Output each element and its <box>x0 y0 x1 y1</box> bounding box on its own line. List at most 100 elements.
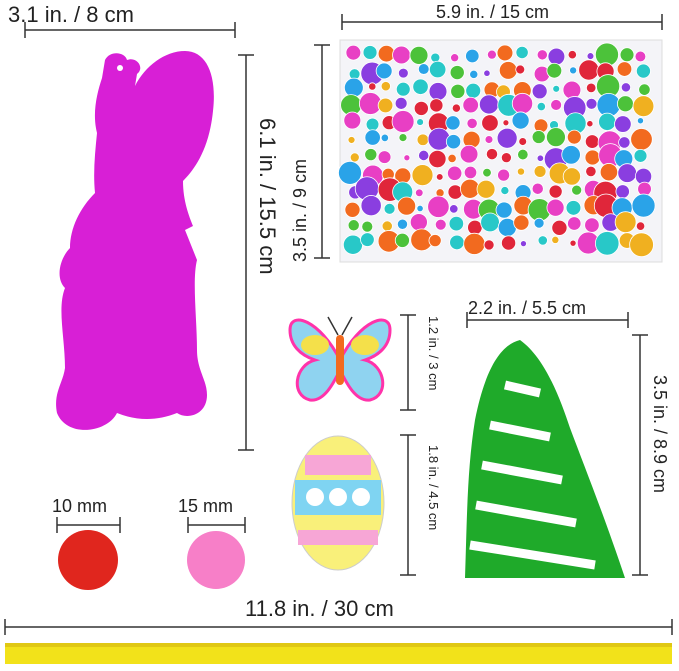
gem <box>451 103 461 113</box>
gem <box>496 44 514 62</box>
gem <box>381 220 393 232</box>
gem <box>584 149 601 166</box>
gem <box>398 133 408 143</box>
gem <box>462 96 479 114</box>
gem <box>467 219 483 236</box>
gem <box>449 234 465 251</box>
ribbon-length-label: 11.8 in. / 30 cm <box>245 596 394 621</box>
gem <box>445 134 462 150</box>
gem <box>585 165 597 178</box>
gem <box>501 235 517 251</box>
gem <box>469 69 479 79</box>
gem <box>631 193 656 218</box>
gem <box>349 152 360 163</box>
gem <box>620 82 632 93</box>
gem <box>375 62 393 80</box>
gem <box>638 83 651 96</box>
gem <box>531 182 544 195</box>
gem <box>416 204 424 213</box>
hat-width-label: 2.2 in. / 5.5 cm <box>468 298 587 318</box>
gem <box>394 96 408 110</box>
gem <box>546 198 565 217</box>
gem <box>428 60 447 79</box>
gem <box>486 49 497 60</box>
gem <box>343 77 364 98</box>
gem <box>594 231 620 256</box>
gem <box>578 59 600 81</box>
gem <box>391 110 415 133</box>
gem <box>380 81 391 92</box>
gem <box>537 235 548 246</box>
gem <box>415 188 424 198</box>
gem <box>518 137 528 146</box>
gem <box>476 179 496 199</box>
gem <box>364 148 378 162</box>
gem <box>360 232 375 247</box>
gem <box>483 239 495 251</box>
gem <box>551 235 560 244</box>
gem <box>430 52 441 63</box>
gem <box>345 44 362 61</box>
gem <box>634 50 647 63</box>
butterfly <box>288 316 392 402</box>
gem <box>635 63 651 79</box>
gem <box>598 112 617 131</box>
gem <box>548 184 563 199</box>
gem <box>429 98 444 113</box>
gem <box>536 49 548 61</box>
gem <box>484 135 494 144</box>
gem <box>368 82 377 91</box>
gem <box>546 62 563 79</box>
bunny-width-label: 3.1 in. / 8 cm <box>8 2 134 27</box>
bunny-gnome-cutout <box>56 51 214 430</box>
gem <box>496 127 518 149</box>
gem <box>502 119 510 127</box>
gem <box>511 92 534 115</box>
gem <box>434 218 447 231</box>
gem <box>447 165 463 181</box>
red-glitter-pompom <box>58 530 118 590</box>
gem <box>615 184 630 199</box>
gem <box>417 63 430 75</box>
gem <box>450 53 460 63</box>
gem <box>531 130 546 144</box>
gem <box>498 61 518 80</box>
gem <box>428 234 442 248</box>
gem <box>511 111 530 130</box>
gem <box>500 152 512 164</box>
gem <box>566 129 582 145</box>
easter-egg <box>291 435 385 571</box>
gem <box>427 195 450 218</box>
gem <box>629 232 654 258</box>
gem-sheet-height-label: 3.5 in. / 9 cm <box>290 158 310 262</box>
gem <box>412 78 429 95</box>
gem <box>362 45 378 60</box>
gem <box>377 97 394 114</box>
gem <box>617 163 638 183</box>
gem <box>585 97 598 110</box>
gem <box>619 47 635 63</box>
gem <box>633 148 648 163</box>
pompom-small-label: 10 mm <box>52 496 108 516</box>
gem <box>497 168 511 182</box>
gem <box>483 69 491 77</box>
gem <box>614 115 632 133</box>
bunny-height-label: 6.1 in. / 15.5 cm <box>255 118 280 275</box>
gem <box>428 149 447 169</box>
gem <box>478 94 499 115</box>
gem <box>635 221 646 231</box>
gem <box>500 186 510 196</box>
gem <box>616 61 633 77</box>
gem <box>585 82 597 94</box>
gem <box>347 219 360 232</box>
gem <box>428 82 448 101</box>
gem <box>466 117 478 130</box>
gem <box>409 213 428 232</box>
elf-hat <box>465 340 625 578</box>
gem <box>545 127 566 148</box>
gem <box>435 173 444 181</box>
gem <box>599 163 619 182</box>
gem <box>551 219 568 236</box>
gem <box>450 83 466 99</box>
gem <box>531 83 548 100</box>
